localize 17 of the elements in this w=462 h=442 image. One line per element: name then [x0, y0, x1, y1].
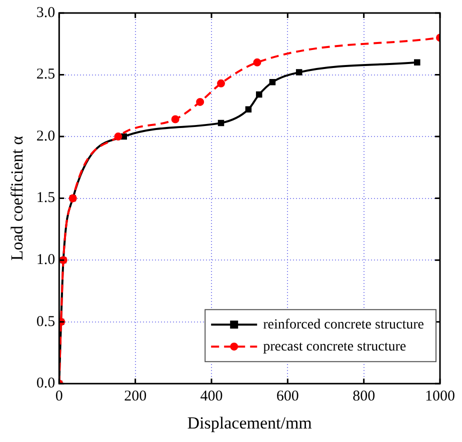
x-tick-label: 200	[124, 388, 147, 405]
y-tick-label: 2.5	[36, 66, 56, 83]
y-axis-title: Load coefficient α	[8, 136, 27, 261]
y-tick-label: 3.0	[36, 4, 56, 21]
y-tick-label: 0.0	[36, 376, 56, 392]
x-tick-label: 400	[200, 388, 223, 405]
x-axis-title: Displacement/mm	[187, 413, 312, 432]
x-tick-label: 1000	[425, 388, 455, 405]
y-tick-label: 0.5	[36, 314, 56, 330]
x-tick-label: 0	[55, 388, 63, 405]
y-tick-label: 2.0	[36, 128, 56, 144]
legend-label: reinforced concrete structure	[263, 317, 424, 332]
x-tick-label: 600	[276, 388, 299, 405]
y-tick-label: 1.0	[36, 252, 56, 268]
y-tick-label: 1.5	[36, 190, 56, 206]
legend-label: precast concrete structure	[263, 339, 406, 354]
x-tick-label: 800	[352, 388, 376, 405]
